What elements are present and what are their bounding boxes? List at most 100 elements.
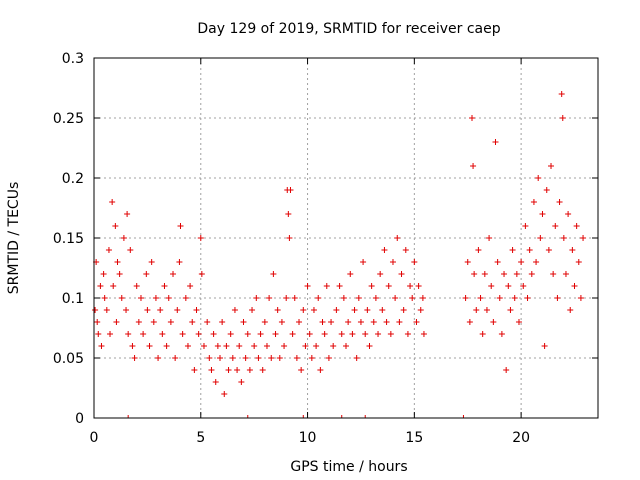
data-point bbox=[251, 343, 258, 349]
data-point bbox=[133, 283, 140, 289]
data-point bbox=[97, 283, 104, 289]
data-point bbox=[353, 355, 360, 361]
data-point bbox=[396, 319, 403, 325]
data-point bbox=[372, 295, 379, 301]
data-point bbox=[473, 307, 480, 313]
chart-title: Day 129 of 2019, SRMTID for receiver cae… bbox=[197, 21, 500, 37]
data-point bbox=[283, 295, 290, 301]
data-point bbox=[193, 307, 200, 313]
data-point bbox=[302, 343, 309, 349]
data-point bbox=[214, 343, 221, 349]
data-point bbox=[240, 319, 247, 325]
data-point bbox=[511, 295, 518, 301]
data-point bbox=[524, 295, 531, 301]
data-point bbox=[498, 331, 505, 337]
data-point bbox=[507, 307, 514, 313]
data-point bbox=[400, 307, 407, 313]
data-point bbox=[323, 283, 330, 289]
data-point bbox=[548, 163, 555, 169]
data-point bbox=[206, 355, 213, 361]
data-point bbox=[112, 223, 119, 229]
data-point bbox=[313, 343, 320, 349]
data-point bbox=[556, 199, 563, 205]
data-point bbox=[191, 367, 198, 373]
data-point bbox=[286, 235, 293, 241]
data-point bbox=[513, 271, 520, 277]
data-point bbox=[481, 271, 488, 277]
data-point bbox=[210, 331, 217, 337]
data-point bbox=[189, 319, 196, 325]
data-point bbox=[223, 343, 230, 349]
data-point bbox=[114, 259, 121, 265]
y-tick-label: 0.05 bbox=[53, 351, 84, 367]
data-point bbox=[462, 295, 469, 301]
data-point bbox=[526, 247, 533, 253]
data-point bbox=[161, 283, 168, 289]
data-point bbox=[317, 367, 324, 373]
data-point bbox=[415, 283, 422, 289]
data-point bbox=[306, 331, 313, 337]
x-tick-label: 5 bbox=[196, 430, 205, 446]
data-point bbox=[293, 355, 300, 361]
data-point bbox=[351, 307, 358, 313]
data-point bbox=[174, 307, 181, 313]
data-point bbox=[150, 319, 157, 325]
data-point bbox=[552, 223, 559, 229]
data-point bbox=[124, 211, 131, 217]
data-point bbox=[392, 295, 399, 301]
data-point bbox=[95, 331, 102, 337]
data-point bbox=[296, 319, 303, 325]
data-point bbox=[238, 379, 245, 385]
data-point bbox=[107, 331, 114, 337]
y-tick-label: 0.1 bbox=[62, 291, 84, 307]
data-point bbox=[101, 295, 108, 301]
data-point bbox=[217, 355, 223, 361]
data-point bbox=[535, 175, 542, 181]
data-point bbox=[355, 295, 362, 301]
data-point bbox=[118, 295, 125, 301]
data-point bbox=[167, 319, 174, 325]
data-point bbox=[157, 307, 164, 313]
y-tick-label: 0 bbox=[75, 411, 84, 427]
data-point bbox=[368, 283, 375, 289]
data-point bbox=[110, 283, 117, 289]
data-point bbox=[565, 211, 572, 217]
data-point bbox=[545, 247, 552, 253]
data-point bbox=[338, 331, 345, 337]
data-point bbox=[187, 283, 194, 289]
data-point bbox=[140, 331, 147, 337]
data-point bbox=[310, 307, 317, 313]
data-point bbox=[146, 343, 153, 349]
data-point bbox=[261, 319, 268, 325]
data-point bbox=[417, 307, 424, 313]
data-point bbox=[569, 247, 576, 253]
data-point bbox=[266, 295, 273, 301]
data-markers bbox=[92, 91, 587, 419]
data-point bbox=[249, 307, 256, 313]
data-point bbox=[257, 331, 264, 337]
data-point bbox=[270, 271, 277, 277]
data-point bbox=[402, 247, 409, 253]
data-point bbox=[554, 295, 561, 301]
data-point bbox=[360, 259, 367, 265]
data-point bbox=[411, 259, 418, 265]
data-point bbox=[385, 283, 392, 289]
data-point bbox=[488, 283, 495, 289]
data-point bbox=[349, 331, 356, 337]
data-point bbox=[550, 271, 557, 277]
data-point bbox=[253, 295, 260, 301]
data-point bbox=[477, 295, 484, 301]
data-point bbox=[319, 319, 326, 325]
data-point bbox=[300, 307, 307, 313]
data-point bbox=[562, 271, 569, 277]
data-point bbox=[242, 355, 249, 361]
data-point bbox=[479, 331, 486, 337]
data-point bbox=[208, 367, 215, 373]
data-point bbox=[143, 271, 150, 277]
data-point bbox=[494, 259, 501, 265]
data-point bbox=[407, 283, 414, 289]
data-point bbox=[483, 307, 490, 313]
data-point bbox=[328, 319, 335, 325]
data-point bbox=[225, 367, 232, 373]
